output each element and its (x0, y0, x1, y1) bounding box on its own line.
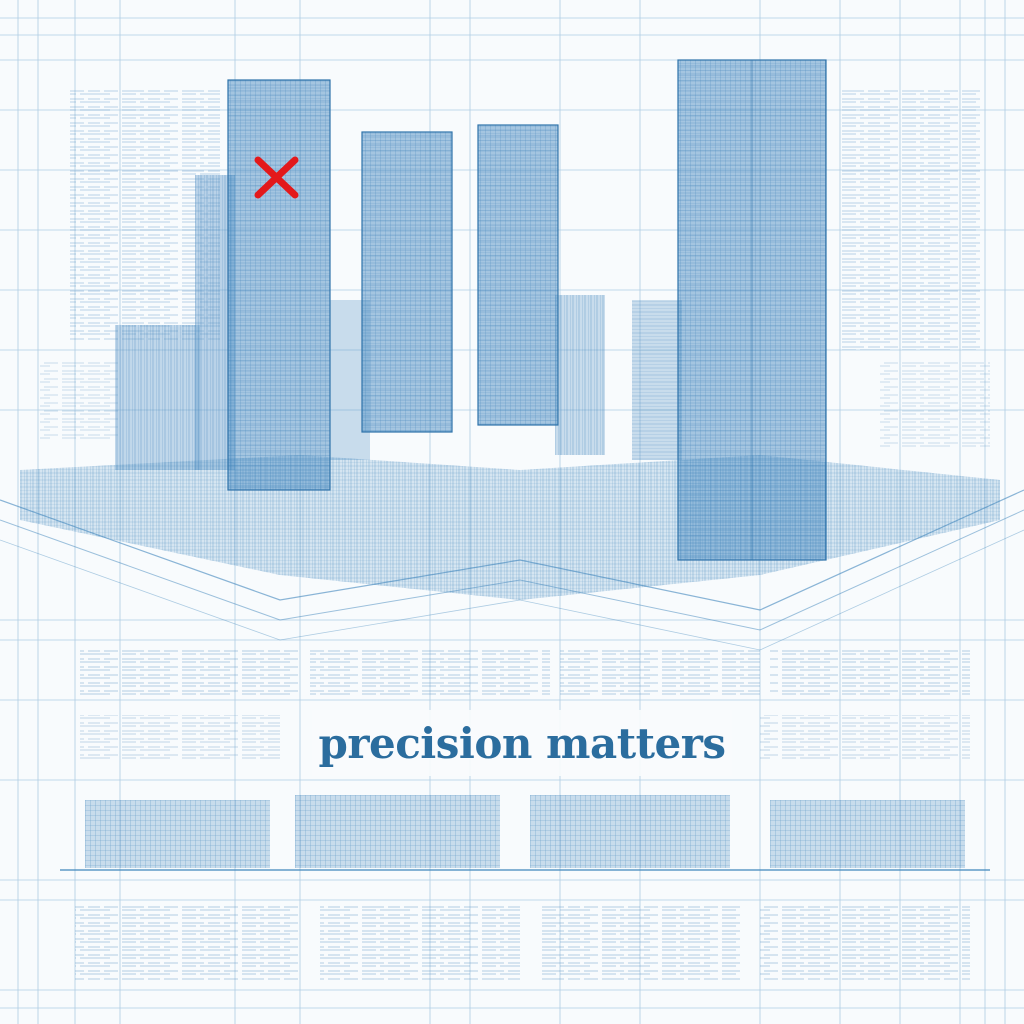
annotation-blocks (40, 90, 990, 980)
elevation-drawings (60, 795, 990, 871)
low-buildings (115, 295, 682, 470)
building-podium (0, 455, 1024, 651)
red-x-mark-icon (254, 156, 299, 199)
tagline: precision matters (312, 710, 732, 776)
towers (195, 59, 827, 561)
